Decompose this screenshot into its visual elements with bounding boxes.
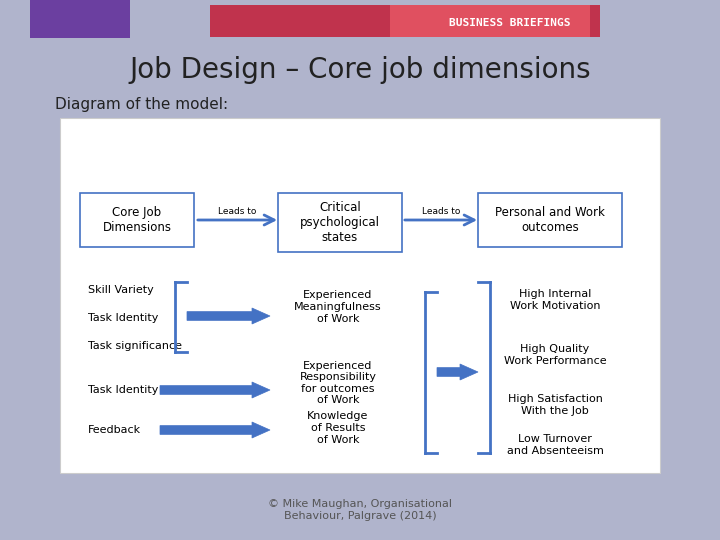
Polygon shape xyxy=(160,382,270,398)
Text: High Quality
Work Performance: High Quality Work Performance xyxy=(504,344,606,366)
Text: Diagram of the model:: Diagram of the model: xyxy=(55,98,228,112)
FancyBboxPatch shape xyxy=(390,5,590,37)
Text: Experienced
Meaningfulness
of Work: Experienced Meaningfulness of Work xyxy=(294,291,382,323)
Text: Leads to: Leads to xyxy=(218,207,256,217)
FancyBboxPatch shape xyxy=(80,193,194,247)
FancyBboxPatch shape xyxy=(278,193,402,252)
Text: Leads to: Leads to xyxy=(422,207,460,217)
Text: Core Job
Dimensions: Core Job Dimensions xyxy=(102,206,171,234)
Text: Personal and Work
outcomes: Personal and Work outcomes xyxy=(495,206,605,234)
Polygon shape xyxy=(437,364,478,380)
Text: Critical
psychological
states: Critical psychological states xyxy=(300,201,380,244)
Text: Low Turnover
and Absenteeism: Low Turnover and Absenteeism xyxy=(507,434,603,456)
Text: High Satisfaction
With the Job: High Satisfaction With the Job xyxy=(508,394,603,416)
FancyBboxPatch shape xyxy=(478,193,622,247)
Text: Knowledge
of Results
of Work: Knowledge of Results of Work xyxy=(307,411,369,444)
Text: Task significance: Task significance xyxy=(88,341,182,351)
FancyBboxPatch shape xyxy=(30,0,130,38)
Text: Task Identity: Task Identity xyxy=(88,385,158,395)
Text: BUSINESS BRIEFINGS: BUSINESS BRIEFINGS xyxy=(449,18,571,28)
Text: © Mike Maughan, Organisational
Behaviour, Palgrave (2014): © Mike Maughan, Organisational Behaviour… xyxy=(268,499,452,521)
Polygon shape xyxy=(187,308,270,324)
Text: Job Design – Core job dimensions: Job Design – Core job dimensions xyxy=(129,56,591,84)
Polygon shape xyxy=(160,422,270,438)
Text: High Internal
Work Motivation: High Internal Work Motivation xyxy=(510,289,600,311)
FancyBboxPatch shape xyxy=(60,118,660,473)
Text: Experienced
Responsibility
for outcomes
of Work: Experienced Responsibility for outcomes … xyxy=(300,361,377,406)
FancyBboxPatch shape xyxy=(210,5,600,37)
Text: Skill Variety: Skill Variety xyxy=(88,285,154,295)
Text: Task Identity: Task Identity xyxy=(88,313,158,323)
Text: Feedback: Feedback xyxy=(88,425,141,435)
